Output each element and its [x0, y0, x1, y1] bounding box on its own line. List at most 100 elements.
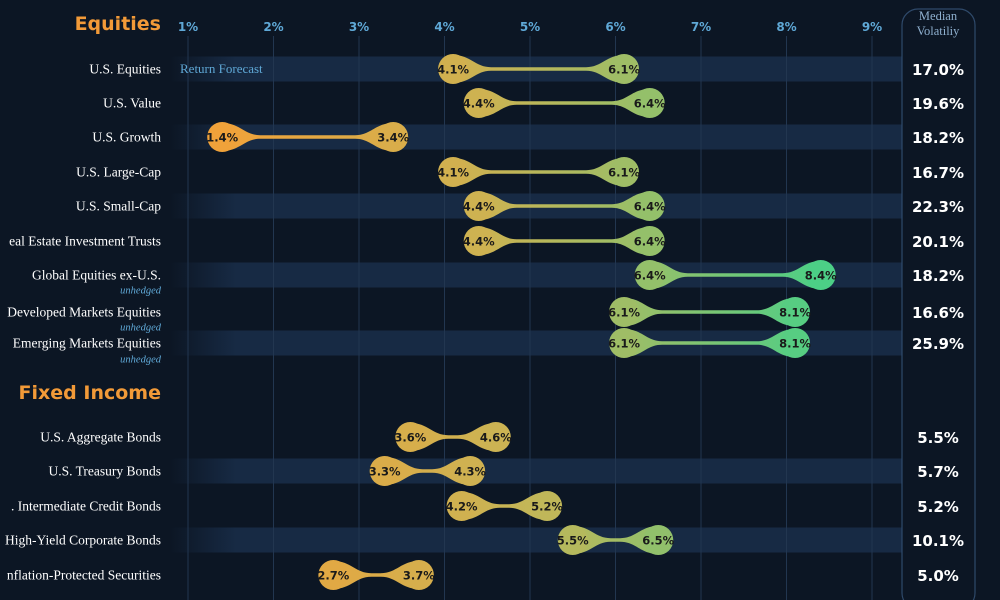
- low-forecast-dot: [463, 88, 494, 118]
- row-band: [170, 458, 902, 484]
- volatility-value: 18.2%: [912, 129, 964, 147]
- low-forecast-label: 4.4%: [463, 97, 495, 111]
- high-forecast-dot: [532, 491, 563, 521]
- median-volatility-header: Median Volatiliy: [916, 9, 960, 38]
- high-forecast-dot: [780, 297, 811, 327]
- low-forecast-label: 4.1%: [437, 63, 469, 77]
- row-label: High-Yield Corporate Bonds: [5, 533, 161, 548]
- high-forecast-label: 8.4%: [805, 269, 837, 283]
- low-forecast-dot: [446, 491, 477, 521]
- low-forecast-label: 4.4%: [463, 235, 495, 249]
- volatility-value: 10.1%: [912, 532, 964, 550]
- x-tick-label: 2%: [263, 20, 283, 34]
- high-forecast-dot: [609, 157, 640, 187]
- row-label: Developed Markets Equities: [7, 305, 161, 320]
- high-forecast-label: 6.1%: [608, 166, 640, 180]
- row-label: U.S. Large-Cap: [76, 165, 161, 180]
- x-tick-label: 3%: [349, 20, 369, 34]
- high-forecast-label: 8.1%: [779, 306, 811, 320]
- high-forecast-label: 4.6%: [480, 431, 512, 445]
- range-connector: [624, 329, 796, 357]
- high-forecast-label: 8.1%: [779, 337, 811, 351]
- low-forecast-label: 3.6%: [394, 431, 426, 445]
- range-connector: [649, 261, 821, 289]
- low-forecast-dot: [463, 226, 494, 256]
- volatility-value: 17.0%: [912, 61, 964, 79]
- high-forecast-dot: [805, 260, 836, 290]
- volatility-value: 5.5%: [917, 429, 959, 447]
- volatility-value: 5.2%: [917, 498, 959, 516]
- high-forecast-label: 3.7%: [403, 569, 435, 583]
- high-forecast-dot: [609, 54, 640, 84]
- range-connector: [410, 423, 496, 451]
- high-forecast-label: 6.5%: [642, 534, 674, 548]
- low-forecast-label: 4.4%: [463, 200, 495, 214]
- volatility-value: 5.7%: [917, 463, 959, 481]
- volatility-value: 19.6%: [912, 95, 964, 113]
- high-forecast-label: 5.2%: [531, 500, 563, 514]
- row-label: U.S. Equities: [89, 62, 161, 77]
- x-axis-caption: Return Forecast: [180, 61, 263, 76]
- row-label: U.S. Small-Cap: [76, 199, 161, 214]
- row-sublabel: unhedged: [120, 355, 162, 366]
- fixed-income-section-title: Fixed Income: [18, 382, 161, 404]
- low-forecast-label: 4.1%: [437, 166, 469, 180]
- low-forecast-dot: [557, 525, 588, 555]
- high-forecast-dot: [634, 191, 665, 221]
- row-sublabel: unhedged: [120, 323, 162, 334]
- low-forecast-label: 1.4%: [206, 131, 238, 145]
- range-connector: [624, 298, 796, 326]
- range-connector: [384, 457, 471, 485]
- low-forecast-dot: [318, 560, 349, 590]
- x-tick-label: 8%: [776, 20, 796, 34]
- volatility-value: 20.1%: [912, 233, 964, 251]
- row-label: U.S. Growth: [92, 130, 161, 145]
- volatility-value: 22.3%: [912, 198, 964, 216]
- range-connector: [572, 526, 659, 554]
- high-forecast-label: 6.4%: [634, 200, 666, 214]
- row-label: U.S. Treasury Bonds: [48, 464, 161, 479]
- volatility-column-frame: [901, 8, 976, 600]
- range-connector: [478, 89, 650, 117]
- high-forecast-dot: [378, 122, 409, 152]
- low-forecast-dot: [609, 297, 640, 327]
- low-forecast-dot: [369, 456, 400, 486]
- row-label: Emerging Markets Equities: [13, 336, 161, 351]
- volatility-value: 5.0%: [917, 567, 959, 585]
- x-tick-label: 1%: [178, 20, 198, 34]
- low-forecast-label: 6.4%: [634, 269, 666, 283]
- low-forecast-dot: [438, 157, 469, 187]
- x-tick-label: 6%: [605, 20, 625, 34]
- range-connector: [478, 227, 650, 255]
- high-forecast-dot: [634, 226, 665, 256]
- volatility-value: 16.7%: [912, 164, 964, 182]
- low-forecast-dot: [609, 328, 640, 358]
- low-forecast-dot: [207, 122, 238, 152]
- high-forecast-dot: [480, 422, 511, 452]
- range-connector: [478, 192, 650, 220]
- high-forecast-dot: [403, 560, 434, 590]
- high-forecast-label: 6.4%: [634, 97, 666, 111]
- row-label: nflation-Protected Securities: [7, 568, 161, 583]
- low-forecast-dot: [463, 191, 494, 221]
- high-forecast-label: 6.1%: [608, 63, 640, 77]
- x-tick-label: 9%: [862, 20, 882, 34]
- row-label: U.S. Aggregate Bonds: [40, 430, 161, 445]
- volatility-value: 16.6%: [912, 304, 964, 322]
- row-label: Global Equities ex-U.S.: [32, 268, 161, 283]
- low-forecast-dot: [634, 260, 665, 290]
- volatility-value: 18.2%: [912, 267, 964, 285]
- high-forecast-label: 4.3%: [454, 465, 486, 479]
- high-forecast-dot: [634, 88, 665, 118]
- high-forecast-label: 6.4%: [634, 235, 666, 249]
- x-tick-label: 7%: [691, 20, 711, 34]
- high-forecast-dot: [643, 525, 674, 555]
- low-forecast-dot: [438, 54, 469, 84]
- range-connector: [453, 55, 625, 83]
- low-forecast-label: 4.2%: [446, 500, 478, 514]
- low-forecast-label: 5.5%: [557, 534, 589, 548]
- row-band: [170, 527, 902, 553]
- equities-section-title: Equities: [74, 13, 161, 35]
- row-label: U.S. Value: [103, 96, 161, 111]
